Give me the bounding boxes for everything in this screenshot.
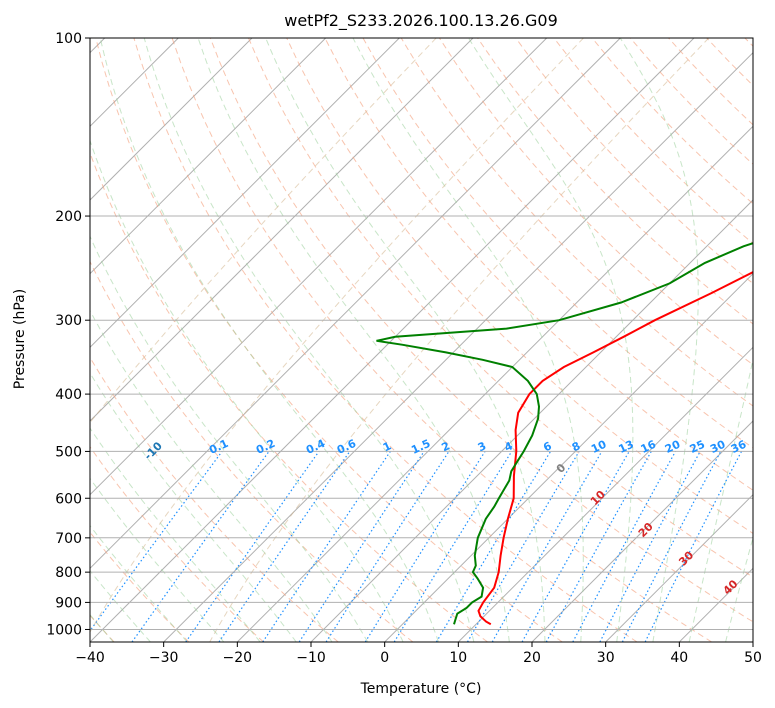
- moist-adiabat: [90, 235, 369, 642]
- moist-adiabat: [352, 38, 584, 642]
- isotherm: [457, 346, 753, 642]
- isotherm: [90, 38, 695, 642]
- isotherm: [605, 493, 753, 642]
- x-tick-label: −20: [223, 650, 253, 666]
- y-axis-label: Pressure (hPa): [12, 289, 28, 389]
- dry-adiabat: [90, 356, 339, 642]
- moist-adiabat: [197, 38, 510, 642]
- mixing-ratio-label: 10: [589, 438, 609, 456]
- mixing-ratio-label: 16: [639, 438, 659, 456]
- dry-adiabat: [209, 38, 753, 623]
- dry-adiabat: [90, 445, 264, 642]
- dry-adiabat: [171, 38, 712, 642]
- isotherm: [310, 199, 753, 642]
- mixing-ratio-line: [393, 451, 513, 642]
- mixing-ratio-line: [572, 451, 677, 642]
- dry-adiabat: [324, 38, 753, 491]
- y-tick-label: 400: [55, 387, 82, 403]
- dry-adiabat: [90, 260, 414, 642]
- y-tick-label: 200: [55, 209, 82, 225]
- mixing-ratio-line: [644, 451, 743, 642]
- isotherm: [90, 38, 548, 496]
- x-tick-label: −40: [75, 650, 105, 666]
- x-tick-label: 50: [744, 650, 762, 666]
- dry-adiabat: [286, 38, 753, 535]
- y-tick-label: 600: [55, 491, 82, 507]
- dry-adiabat: [133, 38, 638, 642]
- moist-adiabat: [90, 372, 297, 642]
- mixing-ratio-line: [325, 451, 450, 642]
- moist-adiabat: [688, 356, 753, 642]
- plot-area: -100-90-80-70-60-50-40-30-20-100.10.20.4…: [90, 38, 753, 642]
- isotherm: [531, 420, 753, 642]
- isotherm: [384, 272, 753, 642]
- y-tick-label: 300: [55, 313, 82, 329]
- mixing-ratio-label: 30: [708, 438, 728, 456]
- mixing-ratio-line: [185, 451, 320, 642]
- mixing-ratio-line: [90, 451, 223, 632]
- mixing-ratio-label: 20: [663, 438, 683, 456]
- y-tick-label: 800: [55, 565, 82, 581]
- moist-adiabat: [99, 38, 439, 642]
- dry-adiabat: [95, 38, 563, 642]
- dry-adiabat: [515, 38, 753, 285]
- x-axis-label: Temperature (°C): [360, 681, 482, 697]
- y-tick-label: 900: [55, 595, 82, 611]
- isotherm: [90, 38, 474, 422]
- moist-adiabat: [619, 38, 699, 642]
- reference-arc: [90, 38, 437, 424]
- moist-adiabat: [90, 427, 261, 642]
- mixing-ratio-line: [262, 451, 391, 642]
- mixing-ratio-line: [545, 451, 652, 642]
- mixing-ratio-line: [218, 451, 351, 642]
- moist-adiabat: [143, 38, 475, 642]
- moist-adiabat: [90, 477, 225, 642]
- isotherm: [163, 51, 753, 642]
- moist-adiabat: [265, 38, 546, 642]
- moist-adiabat: [90, 139, 404, 642]
- moist-adiabat: [90, 309, 333, 642]
- x-tick-label: 30: [597, 650, 615, 666]
- isotherm: [90, 38, 327, 275]
- y-tick-label: 100: [55, 31, 82, 47]
- mixing-ratio-line: [521, 451, 630, 642]
- dewpoint-profile: [376, 242, 753, 625]
- x-tick-label: 0: [380, 650, 389, 666]
- x-tick-label: 40: [670, 650, 688, 666]
- dry-adiabat: [248, 38, 753, 578]
- temperature-profile: [477, 270, 753, 626]
- isotherm: [90, 38, 621, 570]
- isotherm: [90, 38, 253, 201]
- mixing-ratio-label: 25: [688, 438, 707, 456]
- mixing-ratio-line: [298, 451, 425, 642]
- moist-adiabat: [725, 535, 753, 642]
- x-tick-label: −30: [149, 650, 179, 666]
- x-tick-label: −10: [296, 650, 326, 666]
- mixing-ratio-label: 13: [617, 438, 636, 456]
- axes-ticks: −40 −30 −20 −10 0 10 20 30 40 50 100 200 300 400 500 60…: [46, 31, 762, 666]
- x-tick-label: 20: [523, 650, 541, 666]
- mixing-ratio-line: [621, 451, 722, 642]
- y-tick-label: 700: [55, 531, 82, 547]
- x-tick-label: 10: [449, 650, 467, 666]
- reference-arc: [209, 38, 710, 642]
- plot-frame: [89, 37, 754, 643]
- isotherm: [236, 125, 753, 642]
- y-tick-label: 1000: [46, 623, 82, 639]
- moist-adiabat: [90, 524, 188, 642]
- y-tick-label: 500: [55, 444, 82, 460]
- moist-adiabat: [90, 569, 151, 642]
- mixing-ratio-line: [131, 451, 270, 642]
- reference-arc: [90, 38, 584, 634]
- chart-title: wetPf2_S233.2026.100.13.26.G09: [284, 11, 558, 31]
- mixing-ratio-label: 36: [729, 438, 749, 456]
